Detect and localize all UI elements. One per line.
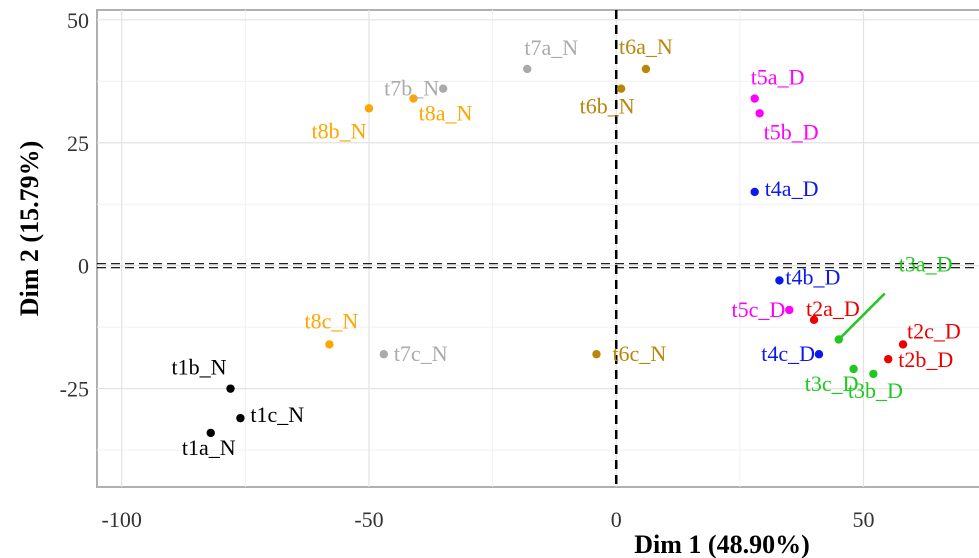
- point-t2b-d: [884, 354, 893, 364]
- point-label-t3a-d: t3a_D: [899, 251, 953, 276]
- y-axis-title: Dim 2 (15.79%): [15, 141, 44, 316]
- point-t5b-d: [755, 109, 764, 118]
- point-t8c-n: [325, 340, 334, 349]
- point-t6a-n: [641, 64, 651, 74]
- point-t4c-d: [814, 350, 824, 359]
- reference-lines: [97, 10, 979, 487]
- point-label-t4c-d: t4c_D: [761, 341, 815, 366]
- y-tick-label: 25: [67, 131, 89, 156]
- x-tick-label: -50: [354, 507, 383, 532]
- point-t2a-d: [809, 315, 819, 325]
- point-label-t8b-n: t8b_N: [311, 118, 366, 143]
- point-label-t2c-d: t2c_D: [907, 318, 961, 343]
- point-label-t6a-n: t6a_N: [619, 34, 673, 59]
- point-label-t8a-n: t8a_N: [419, 101, 473, 126]
- point-t4a-d: [750, 187, 759, 197]
- point-t3b-d: [869, 369, 878, 379]
- point-t7a-n: [523, 64, 532, 74]
- point-label-t6b-n: t6b_N: [580, 94, 635, 119]
- point-label-t1c-n: t1c_N: [250, 402, 304, 427]
- point-labels-layer: t1a_N t1b_N t1c_N t2a_D t2b_D t2c_D t3a_D t3b_D…: [172, 34, 961, 460]
- point-label-t5c-d: t5c_D: [732, 297, 786, 322]
- point-t7b-n: [438, 84, 448, 93]
- point-label-t2a-d: t2a_D: [806, 296, 860, 321]
- point-t5a-d: [750, 94, 759, 103]
- point-label-t7c-n: t7c_N: [394, 341, 448, 366]
- point-label-t4a-d: t4a_D: [765, 176, 819, 201]
- y-axis-ticks: -25 0 25 50: [60, 8, 89, 402]
- points-layer: [206, 64, 908, 438]
- point-t3a-d: [834, 335, 843, 344]
- t3a-connector-segment: [837, 292, 886, 341]
- point-label-t4b-d: t4b_D: [785, 264, 840, 289]
- point-label-t5b-d: t5b_D: [764, 119, 819, 144]
- point-label-t1b-n: t1b_N: [172, 355, 227, 380]
- point-t4b-d: [775, 276, 784, 285]
- point-t1c-n: [236, 413, 245, 423]
- x-tick-label: -100: [102, 507, 142, 532]
- point-label-t8c-n: t8c_N: [305, 308, 359, 333]
- x-axis-ticks: -100 -50 0 50: [102, 507, 875, 532]
- plot-panel: [96, 9, 979, 488]
- y-tick-label: 50: [67, 8, 89, 33]
- point-label-t5a-d: t5a_D: [751, 65, 805, 90]
- point-t8a-n: [409, 94, 418, 103]
- point-label-t7b-n: t7b_N: [384, 76, 439, 101]
- point-t8b-n: [364, 104, 374, 113]
- y-tick-label: 0: [78, 254, 89, 279]
- grid-minor: [97, 10, 979, 487]
- x-tick-label: 50: [852, 507, 874, 532]
- point-label-t2b-d: t2b_D: [898, 347, 953, 372]
- point-label-t3b-d: t3b_D: [848, 378, 903, 403]
- point-t5c-d: [785, 305, 794, 315]
- point-t1a-n: [206, 428, 215, 438]
- point-t7c-n: [379, 350, 389, 359]
- point-t6b-n: [616, 84, 626, 93]
- y-tick-label: -25: [60, 377, 89, 402]
- point-t1b-n: [226, 384, 235, 393]
- point-label-t7a-n: t7a_N: [524, 35, 578, 60]
- point-t2c-d: [898, 340, 908, 349]
- point-label-t3c-d: t3c_D: [805, 371, 859, 396]
- point-t3c-d: [849, 364, 858, 374]
- x-axis-title: Dim 1 (48.90%): [634, 530, 809, 558]
- x-tick-label: 0: [611, 507, 622, 532]
- point-t6c-n: [592, 350, 601, 359]
- point-label-t1a-n: t1a_N: [182, 435, 236, 460]
- point-label-t6c-n: t6c_N: [612, 341, 666, 366]
